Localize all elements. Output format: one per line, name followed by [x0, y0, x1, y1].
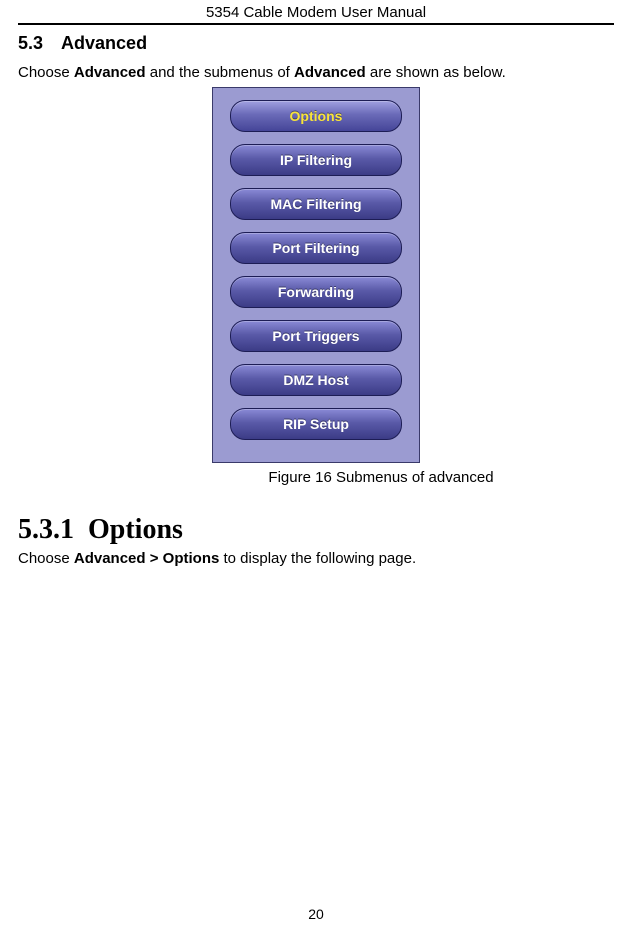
- menu-button-forwarding[interactable]: Forwarding: [230, 276, 402, 308]
- intro-bold: Advanced > Options: [74, 550, 219, 567]
- menu-button-options[interactable]: Options: [230, 100, 402, 132]
- section-5-3-1-heading: 5.3.1 Options: [18, 514, 614, 546]
- figure-caption: Figure 16 Submenus of advanced: [18, 469, 614, 486]
- section-number: 5.3: [18, 33, 43, 54]
- menu-button-rip-setup[interactable]: RIP Setup: [230, 408, 402, 440]
- intro-text: Choose: [18, 64, 74, 81]
- page-number: 20: [0, 906, 632, 922]
- menu-button-port-triggers[interactable]: Port Triggers: [230, 320, 402, 352]
- intro-bold-2: Advanced: [294, 64, 366, 81]
- intro-text: Choose: [18, 550, 74, 567]
- menu-button-mac-filtering[interactable]: MAC Filtering: [230, 188, 402, 220]
- intro-text: are shown as below.: [366, 64, 506, 81]
- section-5-3-intro: Choose Advanced and the submenus of Adva…: [18, 64, 614, 81]
- header-rule: [18, 23, 614, 25]
- subsection-number: 5.3.1: [18, 514, 74, 545]
- intro-bold-1: Advanced: [74, 64, 146, 81]
- section-title: Advanced: [61, 33, 147, 53]
- page-header: 5354 Cable Modem User Manual: [18, 0, 614, 23]
- menu-button-port-filtering[interactable]: Port Filtering: [230, 232, 402, 264]
- intro-text: to display the following page.: [219, 550, 416, 567]
- menu-button-ip-filtering[interactable]: IP Filtering: [230, 144, 402, 176]
- subsection-title: Options: [88, 514, 183, 545]
- section-5-3-heading: 5.3 Advanced: [18, 33, 614, 54]
- advanced-submenu-figure: Options IP Filtering MAC Filtering Port Fil…: [212, 87, 420, 463]
- section-5-3-1-intro: Choose Advanced > Options to display the…: [18, 550, 614, 567]
- menu-button-dmz-host[interactable]: DMZ Host: [230, 364, 402, 396]
- intro-text: and the submenus of: [146, 64, 294, 81]
